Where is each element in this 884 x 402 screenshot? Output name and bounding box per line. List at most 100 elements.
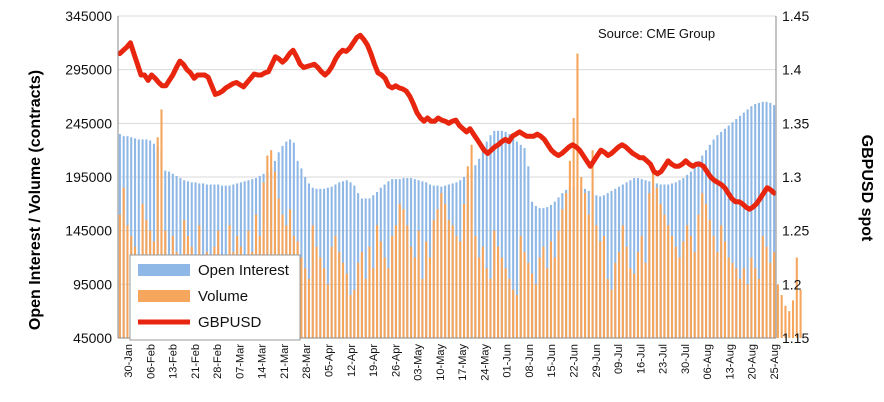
volume-bar [387, 268, 390, 338]
open-interest-bar [765, 101, 768, 338]
open-interest-bar [746, 109, 749, 338]
volume-bar [542, 246, 545, 338]
volume-bar [315, 246, 318, 338]
volume-bar [750, 257, 753, 338]
open-interest-bar [644, 180, 647, 338]
volume-bar [451, 225, 454, 338]
volume-bar [784, 305, 787, 338]
volume-bar [549, 241, 553, 338]
x-tick-label: 19-Apr [368, 344, 380, 377]
volume-bar [746, 284, 749, 338]
volume-bar [682, 241, 685, 338]
volume-bar [716, 252, 719, 338]
volume-bar [444, 203, 447, 338]
volume-bar [610, 289, 613, 338]
volume-bar [568, 160, 571, 338]
open-interest-bar [534, 205, 537, 338]
x-tick-labels: 30-Jan 06-Feb 13-Feb 21-Feb 28-Feb 07-Mar 14-M… [123, 344, 781, 381]
volume-bar [621, 225, 624, 338]
open-interest-bar [421, 181, 424, 338]
open-interest-bar [349, 182, 352, 338]
x-tick-label: 06-Feb [145, 344, 157, 379]
open-interest-bar [739, 115, 742, 338]
x-tick-label: 01-Jun [502, 344, 514, 378]
volume-bar [349, 295, 352, 338]
x-tick-label: 14-Mar [257, 344, 269, 379]
open-interest-bar [323, 188, 326, 338]
volume-bar [742, 268, 745, 338]
volume-bar [341, 262, 345, 338]
volume-bar [338, 252, 341, 338]
x-tick-label: 03-May [413, 344, 425, 381]
left-tick-label: 345000 [65, 8, 112, 24]
volume-bar [160, 109, 163, 338]
volume-bar [447, 219, 450, 338]
volume-bar [417, 230, 420, 338]
volume-bar [156, 137, 159, 338]
volume-bar [462, 203, 466, 338]
volume-bar [644, 262, 647, 338]
volume-bar [478, 257, 481, 338]
x-tick-label: 07-Mar [234, 344, 246, 379]
volume-bar [614, 262, 617, 338]
volume-bar [391, 236, 394, 338]
volume-bar [674, 246, 677, 338]
x-tick-label: 06-Aug [702, 344, 714, 379]
right-tick-labels: 1.15 1.2 1.25 1.3 1.35 1.4 1.45 [782, 8, 809, 346]
x-tick-label: 21-Feb [190, 344, 202, 379]
volume-bar [508, 278, 511, 338]
volume-bar [270, 150, 273, 338]
legend-swatch-volume [138, 290, 190, 302]
open-interest-bar [731, 122, 734, 338]
volume-bar [595, 225, 598, 338]
volume-bar [531, 273, 534, 338]
x-tick-label: 28-Feb [212, 344, 224, 379]
open-interest-bar [387, 181, 390, 338]
volume-bar [697, 214, 700, 338]
open-interest-bar [478, 158, 481, 338]
volume-bar [413, 257, 416, 338]
x-tick-label: 08-Jun [524, 344, 536, 378]
open-interest-bar [735, 119, 738, 338]
volume-bar [538, 257, 541, 338]
volume-bar [705, 203, 708, 338]
volume-bar [580, 177, 583, 338]
volume-bar [436, 209, 439, 338]
open-interest-bar [527, 166, 530, 338]
left-tick-label: 45000 [73, 330, 112, 346]
volume-bar [266, 155, 269, 338]
volume-bar [799, 289, 802, 338]
volume-bar [636, 252, 640, 338]
volume-bar [572, 117, 575, 338]
right-tick-label: 1.35 [782, 115, 809, 131]
left-tick-label: 95000 [73, 276, 112, 292]
volume-bar [527, 262, 530, 338]
volume-bar [311, 225, 314, 338]
volume-bar [534, 284, 537, 338]
open-interest-bar [773, 105, 776, 338]
x-tick-label: 13-Aug [724, 344, 736, 379]
volume-bar [731, 262, 734, 338]
volume-bar [791, 300, 795, 338]
volume-bar [410, 246, 413, 338]
open-interest-bar [504, 131, 507, 338]
open-interest-bar [481, 150, 484, 338]
open-interest-bar [716, 135, 719, 338]
x-tick-label: 26-Apr [390, 344, 402, 377]
volume-bar [357, 262, 360, 338]
volume-bar [118, 214, 121, 338]
open-interest-bar [133, 138, 137, 338]
x-tick-label: 10-May [435, 344, 447, 381]
x-tick-label: 15-Jun [546, 344, 558, 378]
volume-bar [561, 209, 564, 338]
x-tick-label: 30-Jan [123, 344, 135, 378]
open-interest-bar [364, 198, 367, 338]
volume-bar [512, 289, 515, 338]
open-interest-bar [307, 183, 311, 338]
legend-label-gbpusd: GBPUSD [198, 314, 262, 331]
volume-bar [648, 193, 651, 338]
volume-bar [466, 166, 469, 338]
volume-bar [345, 273, 348, 338]
x-tick-label: 09-Jul [613, 344, 625, 374]
